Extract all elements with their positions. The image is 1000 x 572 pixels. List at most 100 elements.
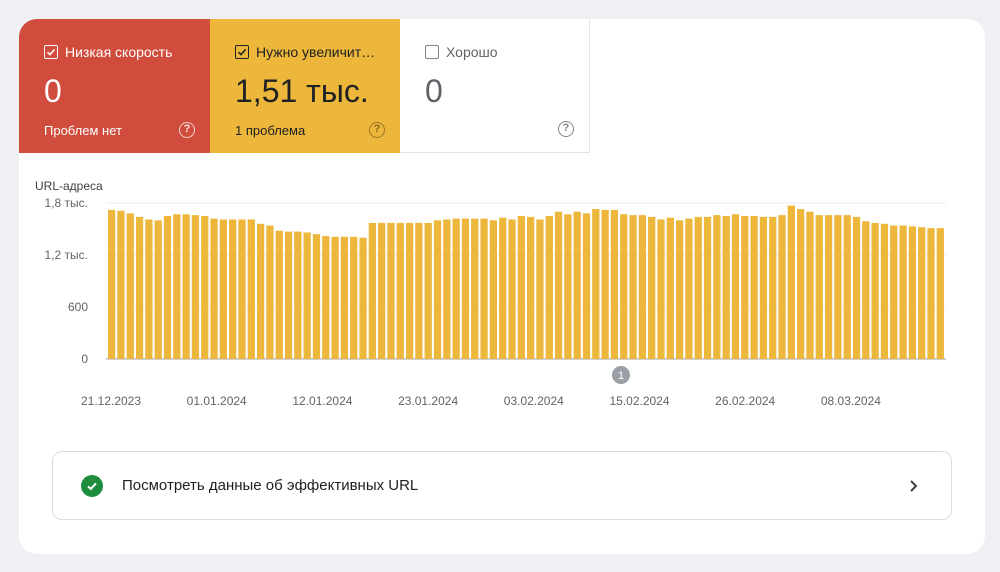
annotation-marker[interactable]: 1 — [612, 366, 630, 384]
bar[interactable] — [415, 222, 423, 359]
bar[interactable] — [601, 209, 609, 359]
bar[interactable] — [824, 215, 833, 359]
bar[interactable] — [629, 215, 637, 359]
bar[interactable] — [387, 222, 395, 359]
bar[interactable] — [927, 228, 935, 359]
tile-slow[interactable]: Низкая скорость 0 Проблем нет ? — [19, 19, 210, 153]
bar[interactable] — [852, 216, 861, 359]
bar[interactable] — [229, 219, 237, 359]
bar[interactable] — [517, 216, 525, 359]
bar[interactable] — [117, 210, 125, 359]
bar[interactable] — [871, 222, 879, 359]
bar[interactable] — [638, 215, 646, 359]
bar[interactable] — [359, 237, 367, 359]
bar[interactable] — [461, 218, 470, 359]
bar[interactable] — [666, 217, 674, 359]
bar[interactable] — [750, 216, 758, 359]
bar[interactable] — [610, 209, 619, 359]
help-icon[interactable]: ? — [558, 121, 574, 137]
bar[interactable] — [145, 219, 153, 359]
checkbox-checked-icon[interactable] — [44, 45, 58, 59]
view-good-urls-link[interactable]: Посмотреть данные об эффективных URL — [52, 451, 952, 520]
bar[interactable] — [322, 235, 330, 359]
bar[interactable] — [238, 219, 246, 359]
bar[interactable] — [294, 231, 302, 359]
checkbox-unchecked-icon[interactable] — [425, 45, 439, 59]
bar[interactable] — [368, 222, 376, 359]
bar[interactable] — [433, 220, 442, 359]
bar[interactable] — [443, 219, 451, 359]
help-icon[interactable]: ? — [369, 122, 385, 138]
bar[interactable] — [191, 215, 200, 359]
bar[interactable] — [508, 219, 516, 359]
bar[interactable] — [731, 214, 740, 359]
bar[interactable] — [890, 225, 898, 359]
bar[interactable] — [582, 213, 591, 359]
bar[interactable] — [564, 214, 572, 359]
bar[interactable] — [378, 222, 386, 359]
bar[interactable] — [135, 216, 144, 359]
bar[interactable] — [797, 209, 805, 359]
bar[interactable] — [499, 217, 507, 359]
bar[interactable] — [173, 214, 181, 359]
bar[interactable] — [759, 216, 768, 359]
bar[interactable] — [163, 216, 172, 359]
bar[interactable] — [648, 216, 656, 359]
bar[interactable] — [284, 231, 293, 359]
bar[interactable] — [536, 219, 544, 359]
bar[interactable] — [806, 211, 814, 359]
bar[interactable] — [862, 221, 870, 359]
checkbox-checked-icon[interactable] — [235, 45, 249, 59]
bar[interactable] — [396, 222, 404, 359]
bar[interactable] — [620, 214, 628, 359]
bar[interactable] — [247, 219, 255, 359]
bar[interactable] — [452, 218, 460, 359]
bar[interactable] — [778, 215, 786, 359]
bar[interactable] — [331, 236, 339, 359]
bar[interactable] — [713, 215, 721, 359]
bar[interactable] — [592, 209, 600, 359]
bar[interactable] — [769, 216, 777, 359]
bar[interactable] — [908, 226, 917, 359]
bar[interactable] — [554, 211, 563, 359]
bar[interactable] — [703, 216, 712, 359]
bar[interactable] — [527, 216, 535, 359]
bar[interactable] — [657, 219, 665, 359]
bar[interactable] — [424, 222, 432, 359]
bar[interactable] — [685, 218, 693, 359]
bar[interactable] — [471, 218, 479, 359]
bar[interactable] — [741, 216, 749, 359]
bar[interactable] — [182, 214, 190, 359]
bar[interactable] — [350, 236, 358, 359]
bar[interactable] — [303, 232, 311, 359]
bar[interactable] — [834, 215, 842, 359]
bar[interactable] — [154, 220, 162, 359]
help-icon[interactable]: ? — [179, 122, 195, 138]
bar[interactable] — [480, 218, 488, 359]
bar[interactable] — [275, 230, 283, 359]
bar[interactable] — [918, 227, 926, 359]
bar[interactable] — [405, 222, 414, 359]
bar[interactable] — [266, 225, 274, 359]
bar[interactable] — [694, 216, 702, 359]
bar[interactable] — [545, 216, 553, 359]
bar[interactable] — [815, 215, 823, 359]
bar[interactable] — [489, 220, 498, 359]
bar[interactable] — [787, 205, 795, 359]
tile-needs-improvement[interactable]: Нужно увеличит… 1,51 тыс. 1 проблема ? — [210, 19, 400, 153]
bar[interactable] — [126, 213, 134, 359]
bar[interactable] — [936, 228, 944, 359]
bar[interactable] — [573, 211, 581, 359]
bar[interactable] — [675, 220, 684, 359]
bar[interactable] — [722, 216, 730, 359]
bar[interactable] — [256, 223, 265, 359]
bar[interactable] — [880, 223, 889, 359]
bar[interactable] — [312, 234, 321, 359]
bar[interactable] — [108, 209, 116, 359]
bar[interactable] — [201, 216, 209, 359]
bar[interactable] — [340, 236, 349, 359]
bar[interactable] — [843, 215, 851, 359]
bar[interactable] — [899, 225, 907, 359]
bar[interactable] — [219, 219, 227, 359]
tile-good[interactable]: Хорошо 0 ? — [400, 19, 590, 153]
